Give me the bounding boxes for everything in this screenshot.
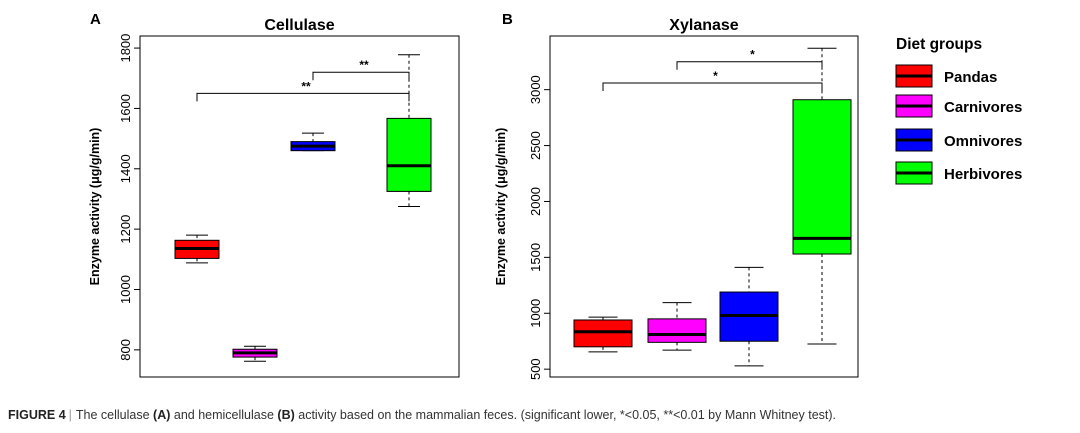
legend-herbivores-label: Herbivores	[944, 166, 1022, 183]
panel-a-plot-frame	[139, 35, 460, 378]
caption-separator: |	[68, 408, 72, 422]
legend-carnivores-label: Carnivores	[944, 99, 1022, 116]
panel-a-ytick-label: 1200	[118, 215, 133, 244]
panel-a-herbivores-box	[386, 117, 432, 192]
caption-text-1: The cellulase	[75, 408, 154, 422]
caption-panel-b: (B)	[277, 408, 295, 422]
figure-caption: FIGURE 4 | The cellulase (A) and hemicellu…	[8, 408, 1072, 422]
panel-a-ylabel: Enzyme activity (μg/g/min)	[88, 128, 102, 286]
panel-a-ytick-label: 1400	[118, 154, 133, 183]
legend-pandas-label: Pandas	[944, 69, 997, 86]
caption-label: FIGURE 4	[8, 408, 66, 422]
panel-a-ytick-label: 1600	[118, 94, 133, 123]
caption-text-2: and hemicellulase	[170, 408, 278, 422]
figure: A Cellulase Enzyme activity (μg/g/min) 800 1…	[88, 11, 1022, 380]
panel-a-ytick-label: 800	[118, 339, 133, 361]
panel-b-ytick-label: 500	[528, 358, 543, 380]
caption-panel-a: (A)	[153, 408, 171, 422]
panel-b-ylabel: Enzyme activity (μg/g/min)	[494, 128, 508, 286]
panel-b-plot-frame	[549, 35, 859, 378]
legend-title: Diet groups	[896, 36, 982, 53]
caption-text-3: activity based on the mammalian feces. (…	[294, 408, 837, 422]
panel-b-ytick-label: 1500	[528, 243, 543, 272]
panel-a-significance-bracket	[196, 92, 410, 102]
panel-b-significance-label: *	[750, 48, 755, 62]
panel-a-label: A	[90, 11, 101, 28]
panel-b-pandas-box	[573, 319, 633, 348]
panel-a-ytick-label: 1800	[118, 34, 133, 63]
panel-b-herbivores-box	[792, 99, 852, 255]
panel-b-significance-bracket	[676, 61, 823, 70]
panel-a-title: Cellulase	[264, 17, 334, 34]
panel-b-significance-label: *	[713, 69, 718, 83]
panel-a-significance-label: **	[301, 79, 311, 93]
panel-b-label: B	[502, 11, 513, 28]
panel-b-ytick-label: 2000	[528, 187, 543, 216]
panel-b-carnivores-box	[647, 318, 707, 343]
panel-b-ytick-label: 2500	[528, 131, 543, 160]
panel-b-title: Xylanase	[669, 17, 738, 34]
panel-a-significance-label: **	[359, 58, 369, 72]
panel-b-ytick-label: 1000	[528, 299, 543, 328]
panel-b-ytick-label: 3000	[528, 75, 543, 104]
legend-omnivores-label: Omnivores	[944, 133, 1022, 150]
panel-b-significance-bracket	[602, 82, 823, 91]
panel-a-ytick-label: 1000	[118, 275, 133, 304]
panel-a-significance-bracket	[312, 71, 410, 81]
